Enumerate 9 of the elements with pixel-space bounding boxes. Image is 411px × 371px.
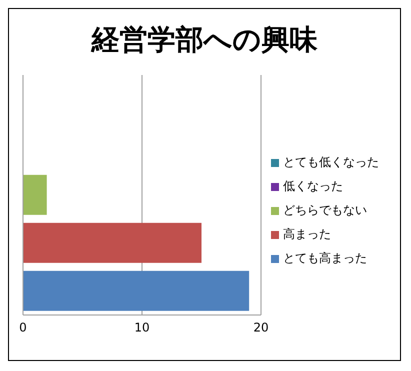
- legend-label: とても低くなった: [283, 155, 379, 169]
- legend-label: 高まった: [283, 227, 331, 241]
- x-tick-label: 10: [134, 320, 150, 335]
- x-tick-label: 20: [253, 320, 269, 335]
- chart-title: 経営学部への興味: [90, 22, 318, 58]
- x-tick-label: 0: [19, 320, 27, 335]
- legend-label: とても高まった: [283, 251, 367, 265]
- legend-label: 低くなった: [283, 179, 343, 193]
- legend-label: どちらでもない: [283, 203, 367, 217]
